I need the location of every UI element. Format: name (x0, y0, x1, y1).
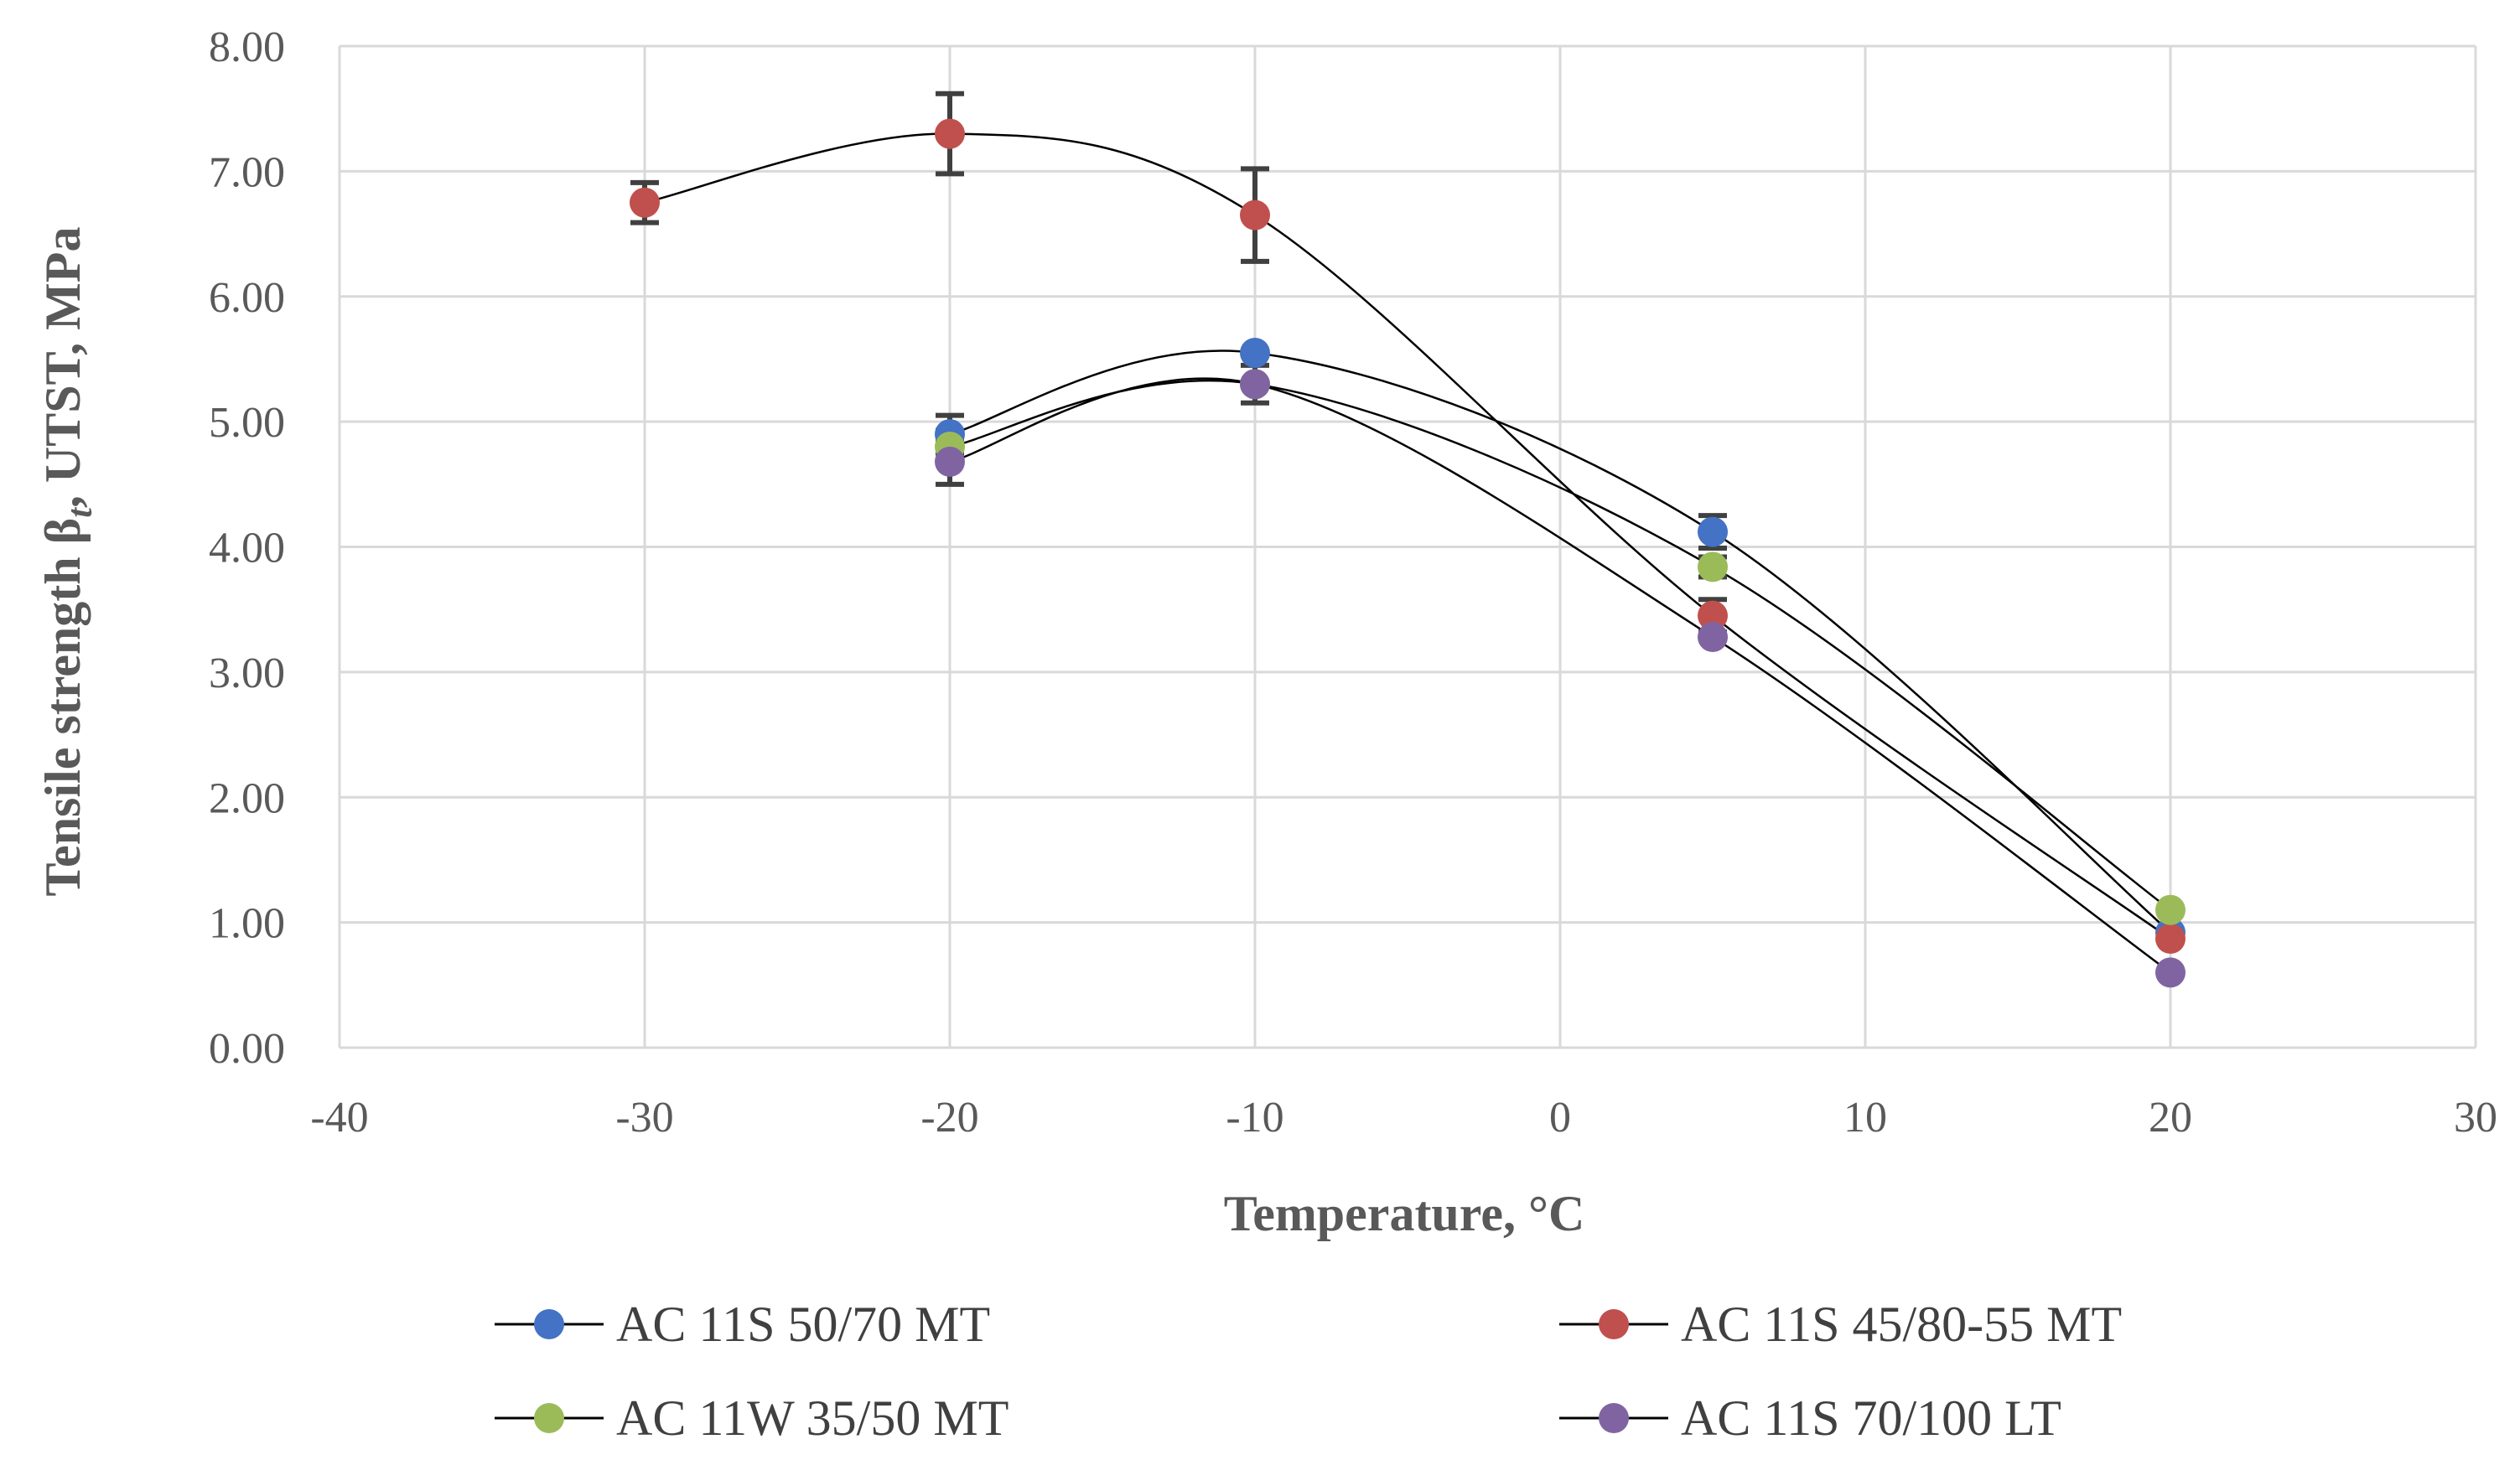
y-axis-title-subscript: t (61, 507, 100, 518)
y-tick-label: 6.00 (209, 274, 285, 322)
x-tick-label: 30 (2454, 1094, 2497, 1142)
series-line (949, 349, 2171, 934)
data-point (1698, 516, 1728, 547)
legend-marker (1599, 1309, 1629, 1339)
y-tick-label: 3.00 (209, 650, 285, 697)
line-layer (644, 132, 2171, 974)
legend-marker (1599, 1403, 1629, 1433)
y-tick-label: 7.00 (209, 148, 285, 196)
x-tick-label: -20 (920, 1094, 978, 1142)
data-point (630, 187, 660, 218)
legend: AC 11S 50/70 MT AC 11S 45/80-55 MT AC 11W … (495, 1297, 2122, 1446)
legend-entry: AC 11W 35/50 MT (495, 1390, 1009, 1446)
series-line (949, 377, 2171, 974)
data-point (2155, 957, 2186, 988)
y-tick-label: 8.00 (209, 23, 285, 71)
series-line (644, 132, 2171, 940)
x-tick-label: 20 (2149, 1094, 2192, 1142)
legend-marker (534, 1309, 564, 1339)
data-point (1240, 369, 1270, 400)
data-point (1698, 622, 1728, 653)
data-point (2155, 924, 2186, 955)
x-tick-label: -30 (615, 1094, 673, 1142)
data-point (1240, 337, 1270, 368)
y-tick-label: 2.00 (209, 774, 285, 822)
y-axis-title: Tensile strength βt, UTST, MPa (35, 227, 100, 897)
data-point (1698, 600, 1728, 631)
legend-entry: AC 11S 50/70 MT (495, 1297, 990, 1352)
x-tick-label: -40 (310, 1094, 368, 1142)
legend-marker (534, 1403, 564, 1433)
legend-label: AC 11S 50/70 MT (616, 1297, 990, 1352)
x-tick-label: 0 (1549, 1094, 1571, 1142)
data-point (935, 118, 965, 149)
x-tick-label: -10 (1226, 1094, 1283, 1142)
y-tick-label: 5.00 (209, 399, 285, 447)
marker-layer (630, 118, 2186, 988)
y-tick-label: 4.00 (209, 525, 285, 572)
tick-layer: -40 -30 -20 -10 0 10 20 30 0.00 1.00 2.00 3.00 4.00 5… (209, 23, 2497, 1142)
grid-layer (338, 44, 2477, 1049)
y-axis-title-main: Tensile strength β (35, 518, 91, 897)
x-tick-label: 10 (1843, 1094, 1887, 1142)
y-tick-label: 1.00 (209, 900, 285, 948)
data-point (1240, 199, 1270, 230)
y-tick-label: 0.00 (209, 1025, 285, 1073)
legend-entry: AC 11S 45/80-55 MT (1559, 1297, 2122, 1352)
legend-label: AC 11W 35/50 MT (616, 1390, 1009, 1446)
data-point (2155, 894, 2186, 925)
data-point (1698, 551, 1728, 582)
legend-label: AC 11S 45/80-55 MT (1681, 1297, 2122, 1352)
y-axis-title-rest: , UTST, MPa (35, 227, 91, 509)
x-axis-title: Temperature, °C (1224, 1186, 1585, 1241)
legend-label: AC 11S 70/100 LT (1681, 1390, 2061, 1446)
legend-entry: AC 11S 70/100 LT (1559, 1390, 2061, 1446)
data-point (935, 446, 965, 477)
